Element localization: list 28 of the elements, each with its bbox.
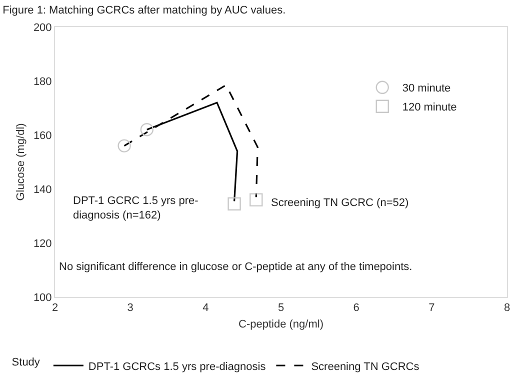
legend-label: 120 minute xyxy=(402,102,457,114)
x-axis-title: C-peptide (ng/ml) xyxy=(238,318,324,330)
y-tick-label: 160 xyxy=(33,130,52,142)
x-tick-label: 6 xyxy=(353,302,360,314)
point xyxy=(228,197,241,210)
point xyxy=(250,193,263,206)
x-tick-label: 3 xyxy=(127,302,134,314)
y-tick-label: 140 xyxy=(33,184,52,196)
legend-title: Study xyxy=(12,356,40,368)
x-tick-label: 4 xyxy=(202,302,209,314)
legend-label: Screening TN GCRCs xyxy=(311,360,420,373)
x-tick-label: 2 xyxy=(52,302,58,314)
legend-label: 30 minute xyxy=(402,82,451,95)
y-axis-title: Glucose (mg/dl) xyxy=(15,123,28,201)
y-tick-label: 100 xyxy=(33,292,52,304)
x-tick-label: 8 xyxy=(504,302,510,314)
y-tick-label: 180 xyxy=(33,76,52,88)
y-tick-label: 200 xyxy=(33,22,52,34)
annotation: DPT-1 GCRC 1.5 yrs pre- diagnosis (n=162) xyxy=(73,195,199,222)
point xyxy=(140,123,154,136)
y-tick-label: 120 xyxy=(33,238,52,250)
legend-label: DPT-1 GCRCs 1.5 yrs pre-diagnosis xyxy=(88,360,266,373)
annotation: No significant difference in glucose or C-peptide at any of the timepoints. xyxy=(59,261,412,273)
annotation: Screening TN GCRC (n=52) xyxy=(271,197,409,209)
x-tick-label: 7 xyxy=(428,302,435,314)
x-tick-label: 5 xyxy=(278,302,284,314)
chart-title: Figure 1: Matching GCRCs after matching by AUC values. xyxy=(2,4,286,17)
point xyxy=(118,139,131,152)
